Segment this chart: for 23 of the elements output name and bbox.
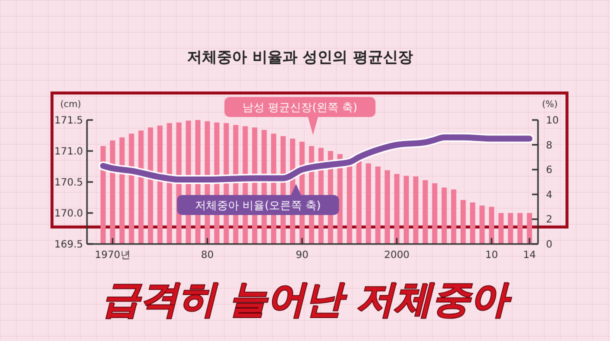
- text: 급격히 늘어난 저체중아: [102, 277, 512, 321]
- y-tick-label: 169.5: [54, 240, 83, 250]
- chart-title: 저체중아 비율과 성인의 평균신장: [187, 48, 413, 66]
- x-tick-label: 1970년: [94, 250, 130, 261]
- series-label: 남성 평균신장(왼쪽 축): [242, 100, 358, 114]
- y2-tick-label: 6: [546, 165, 552, 176]
- y2-tick-label: 0: [546, 240, 552, 250]
- y-tick-label: 170.5: [54, 178, 83, 188]
- y-axis-title: (cm): [60, 100, 81, 110]
- x-tick-label: 14: [523, 250, 536, 261]
- x-tick-label: 10: [485, 250, 498, 261]
- y2-axis-title: (%): [542, 100, 558, 110]
- x-tick-label: 80: [200, 250, 214, 261]
- x-tick-label: 90: [296, 250, 308, 261]
- y2-tick-label: 10: [546, 116, 559, 126]
- y-tick-label: 170.0: [54, 208, 83, 220]
- y2-tick-label: 4: [546, 190, 552, 201]
- y-tick-label: 171.5: [54, 116, 83, 126]
- legend-label: 저체중아 비율(오른쪽 축): [195, 198, 321, 212]
- y2-tick-label: 8: [546, 140, 552, 152]
- x-tick-label: 2000: [384, 250, 410, 261]
- y-tick-label: 171.0: [54, 146, 83, 158]
- y2-tick-label: 2: [546, 214, 552, 226]
